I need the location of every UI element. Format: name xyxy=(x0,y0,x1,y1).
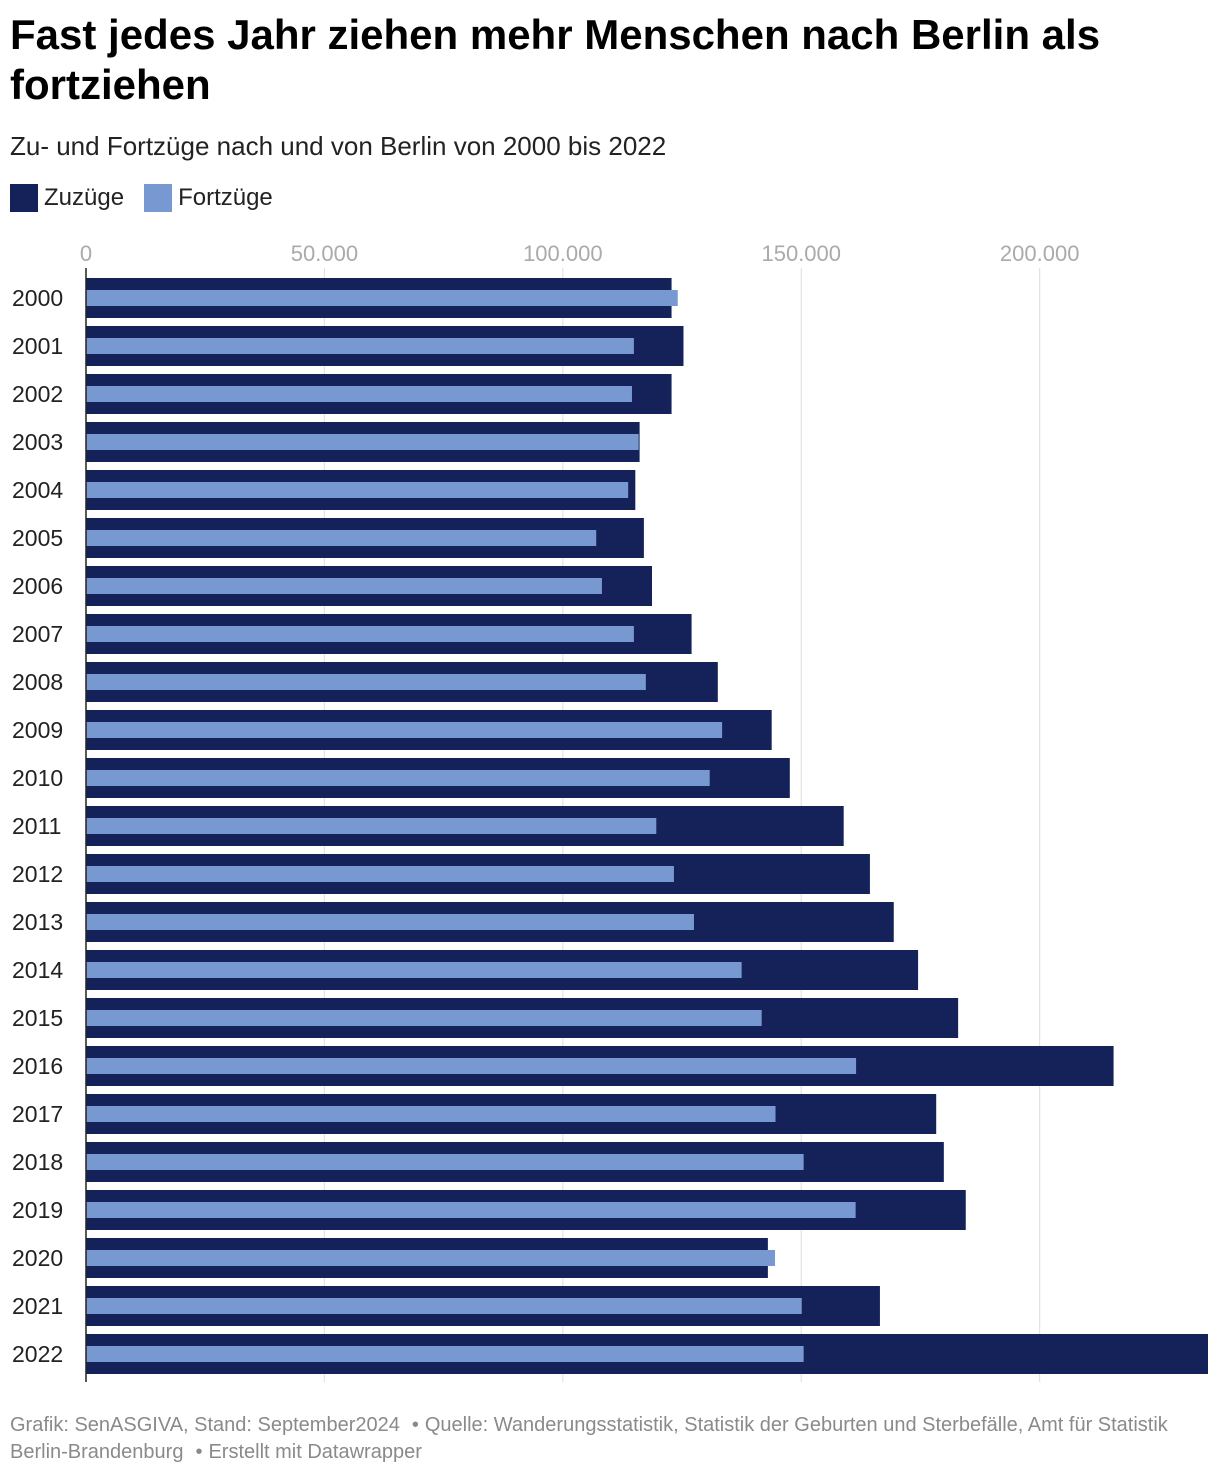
bar-fortzuege xyxy=(86,1010,762,1026)
y-category-label: 2012 xyxy=(12,861,63,887)
y-category-label: 2005 xyxy=(12,525,63,551)
y-category-label: 2001 xyxy=(12,333,63,359)
y-category-label: 2006 xyxy=(12,573,63,599)
bar-fortzuege xyxy=(86,578,602,594)
y-category-label: 2017 xyxy=(12,1101,63,1127)
y-category-label: 2016 xyxy=(12,1053,63,1079)
y-category-label: 2000 xyxy=(12,285,63,311)
bar-fortzuege xyxy=(86,434,639,450)
y-category-label: 2015 xyxy=(12,1005,63,1031)
chart-subtitle: Zu- und Fortzüge nach und von Berlin von… xyxy=(10,131,667,161)
footer-separator: • xyxy=(411,1414,419,1436)
bar-fortzuege xyxy=(86,674,646,690)
legend-item-zuzuege: Zuzüge xyxy=(10,184,124,212)
x-tick-label: 50.000 xyxy=(291,241,358,266)
bar-fortzuege xyxy=(86,1298,802,1314)
y-category-label: 2002 xyxy=(12,381,63,407)
y-category-label: 2010 xyxy=(12,765,63,791)
footer-credit: Erstellt mit Datawrapper xyxy=(208,1441,422,1463)
y-category-label: 2014 xyxy=(12,957,63,983)
bar-fortzuege xyxy=(86,914,694,930)
y-category-label: 2021 xyxy=(12,1293,63,1319)
legend: Zuzüge Fortzüge xyxy=(10,184,293,212)
y-category-label: 2011 xyxy=(12,813,61,839)
bar-fortzuege xyxy=(86,962,742,978)
legend-label-fortzuege: Fortzüge xyxy=(178,184,273,211)
bar-fortzuege xyxy=(86,482,629,498)
bar-fortzuege xyxy=(86,1154,804,1170)
y-category-label: 2004 xyxy=(12,477,63,503)
footer-grafik: Grafik: SenASGIVA, Stand: September2024 xyxy=(10,1414,400,1436)
bar-fortzuege xyxy=(86,1250,776,1266)
bar-fortzuege xyxy=(86,1346,804,1362)
bar-fortzuege xyxy=(86,722,723,738)
y-category-label: 2003 xyxy=(12,429,63,455)
legend-swatch-fortzuege xyxy=(144,184,173,212)
y-category-label: 2008 xyxy=(12,669,63,695)
footer-separator: • xyxy=(195,1441,203,1463)
bar-fortzuege xyxy=(86,1202,856,1218)
y-category-label: 2009 xyxy=(12,717,63,743)
x-tick-label: 150.000 xyxy=(761,241,841,266)
bar-fortzuege xyxy=(86,386,632,402)
bar-fortzuege xyxy=(86,1106,776,1122)
y-category-label: 2007 xyxy=(12,621,63,647)
legend-label-zuzuege: Zuzüge xyxy=(44,184,125,211)
legend-swatch-zuzuege xyxy=(10,184,38,212)
footer: Grafik: SenASGIVA, Stand: September2024 •… xyxy=(10,1412,1200,1466)
x-tick-label: 200.000 xyxy=(1000,241,1080,266)
x-tick-label: 0 xyxy=(80,241,92,266)
bar-fortzuege xyxy=(86,770,710,786)
footer-quelle: Quelle: Wanderungsstatistik, Statistik d… xyxy=(10,1414,1168,1463)
bar-chart: 0 50.000 100.000 150.000 200.000 2000 2001 2002… xyxy=(12,241,1208,1382)
bar-fortzuege xyxy=(86,338,634,354)
y-category-label: 2018 xyxy=(12,1149,63,1175)
bar-fortzuege xyxy=(86,530,597,546)
legend-item-fortzuege: Fortzüge xyxy=(144,184,273,212)
x-tick-label: 100.000 xyxy=(523,241,603,266)
y-category-label: 2013 xyxy=(12,909,63,935)
bar-fortzuege xyxy=(86,290,678,306)
y-category-label: 2020 xyxy=(12,1245,63,1271)
bar-fortzuege xyxy=(86,626,634,642)
bar-fortzuege xyxy=(86,818,657,834)
bar-fortzuege xyxy=(86,1058,857,1074)
y-category-label: 2022 xyxy=(12,1341,63,1367)
chart-title: Fast jedes Jahr ziehen mehr Menschen nac… xyxy=(10,11,1101,108)
bar-fortzuege xyxy=(86,866,674,882)
y-category-label: 2019 xyxy=(12,1197,63,1223)
